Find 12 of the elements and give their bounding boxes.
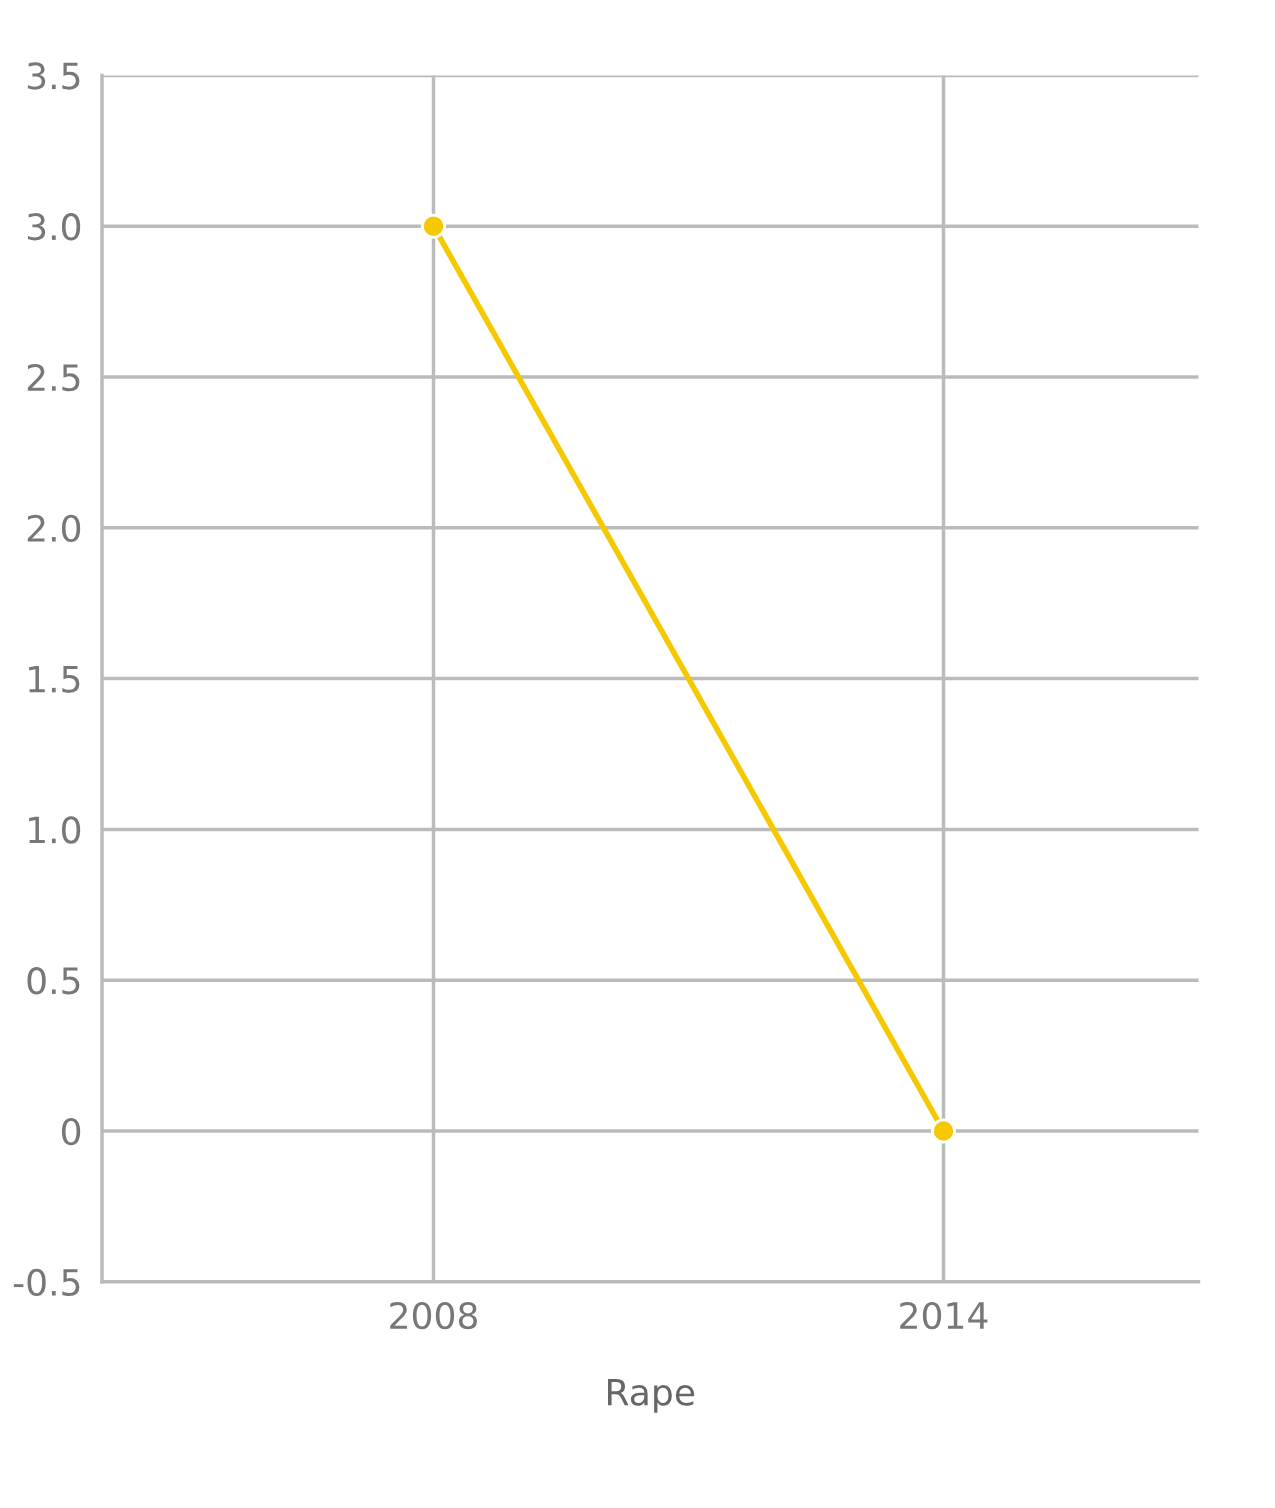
y-tick-label: 3.0 [27, 213, 81, 241]
x-axis-title: Rape [608, 1378, 695, 1413]
y-tick-label: 1.5 [29, 665, 80, 693]
y-tick-label: 1.0 [29, 816, 81, 844]
y-tick-label: -0.5 [13, 1268, 80, 1297]
y-tick-label: 0.5 [27, 967, 80, 995]
x-tick-label: 2014 [900, 1301, 988, 1330]
y-tick-label: 2.5 [27, 363, 80, 392]
y-tick-label: 3.5 [27, 62, 80, 90]
y-tick-label: 2.0 [27, 514, 81, 543]
y-tick-label: 0 [61, 1117, 81, 1146]
x-tick-label: 2008 [390, 1301, 477, 1330]
